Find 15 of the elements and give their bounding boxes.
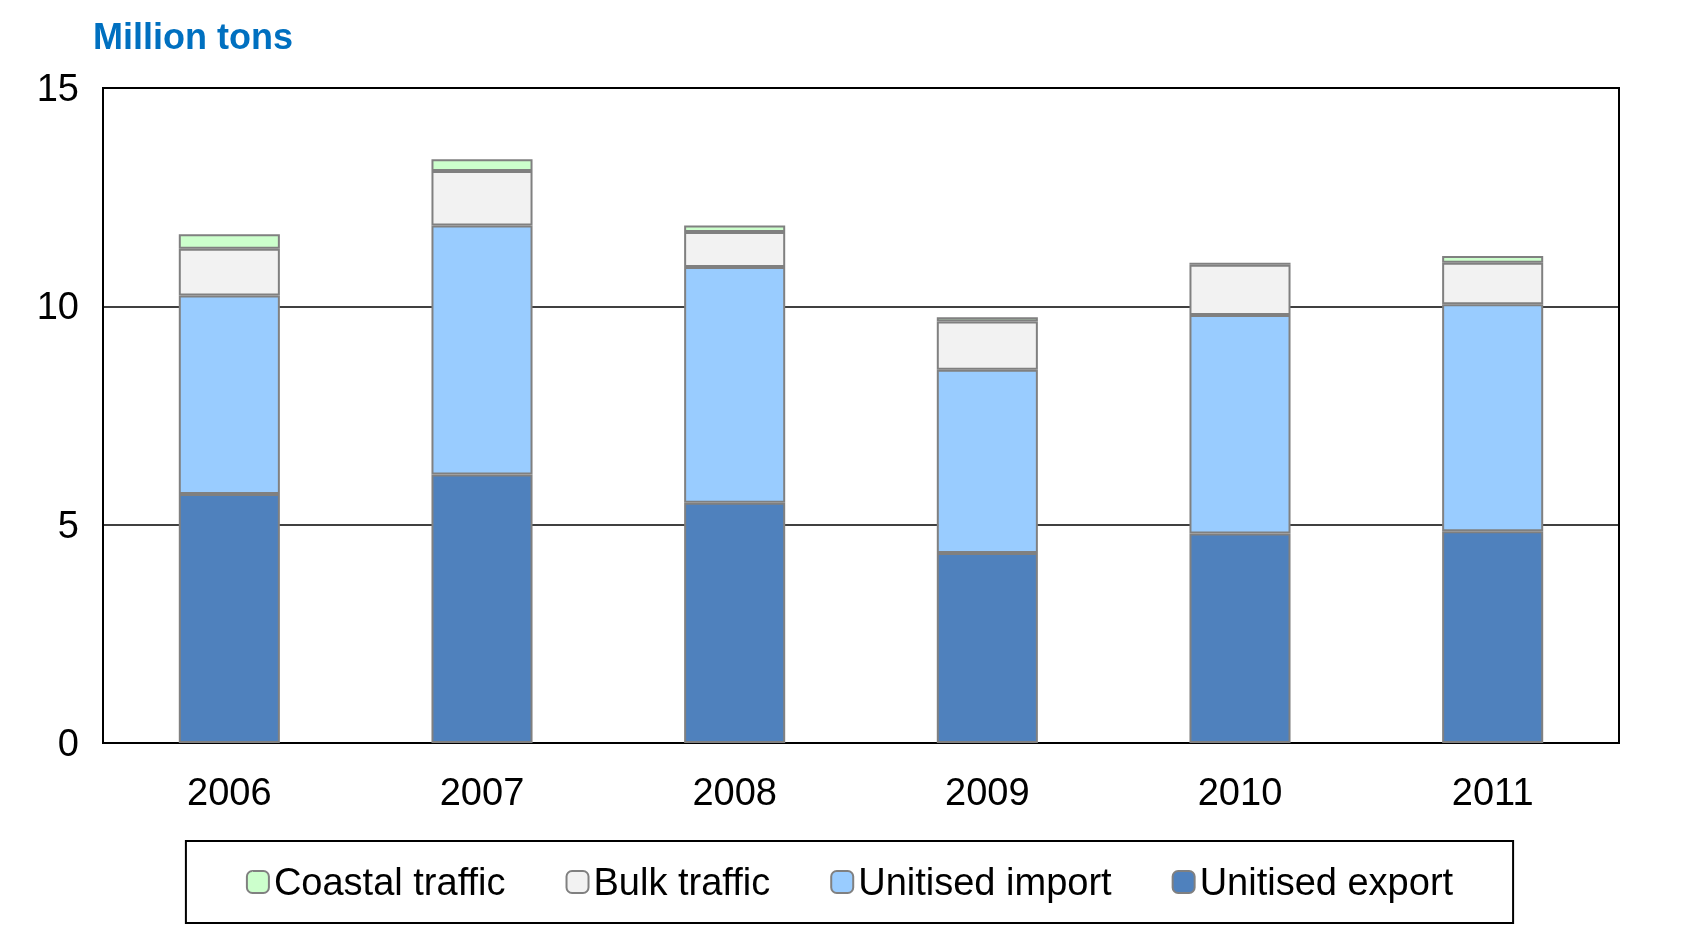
x-tick-label: 2008: [692, 771, 777, 813]
y-axis-title: Million tons: [93, 15, 293, 57]
y-tick-label: 0: [57, 722, 79, 764]
y-tick-label: 15: [36, 67, 79, 109]
legend-label: Bulk traffic: [593, 861, 771, 903]
x-tick-label: 2007: [439, 771, 525, 813]
y-tick-label: 10: [36, 285, 79, 328]
legend-label: Coastal traffic: [273, 861, 506, 903]
x-tick-label: 2010: [1197, 771, 1283, 813]
x-tick-label: 2011: [1451, 771, 1534, 813]
x-tick-label: 2009: [945, 771, 1030, 813]
x-tick-label: 2006: [187, 771, 272, 813]
legend-label: Unitised import: [858, 861, 1113, 903]
y-tick-label: 5: [57, 503, 79, 546]
legend-label: Unitised export: [1199, 861, 1454, 903]
